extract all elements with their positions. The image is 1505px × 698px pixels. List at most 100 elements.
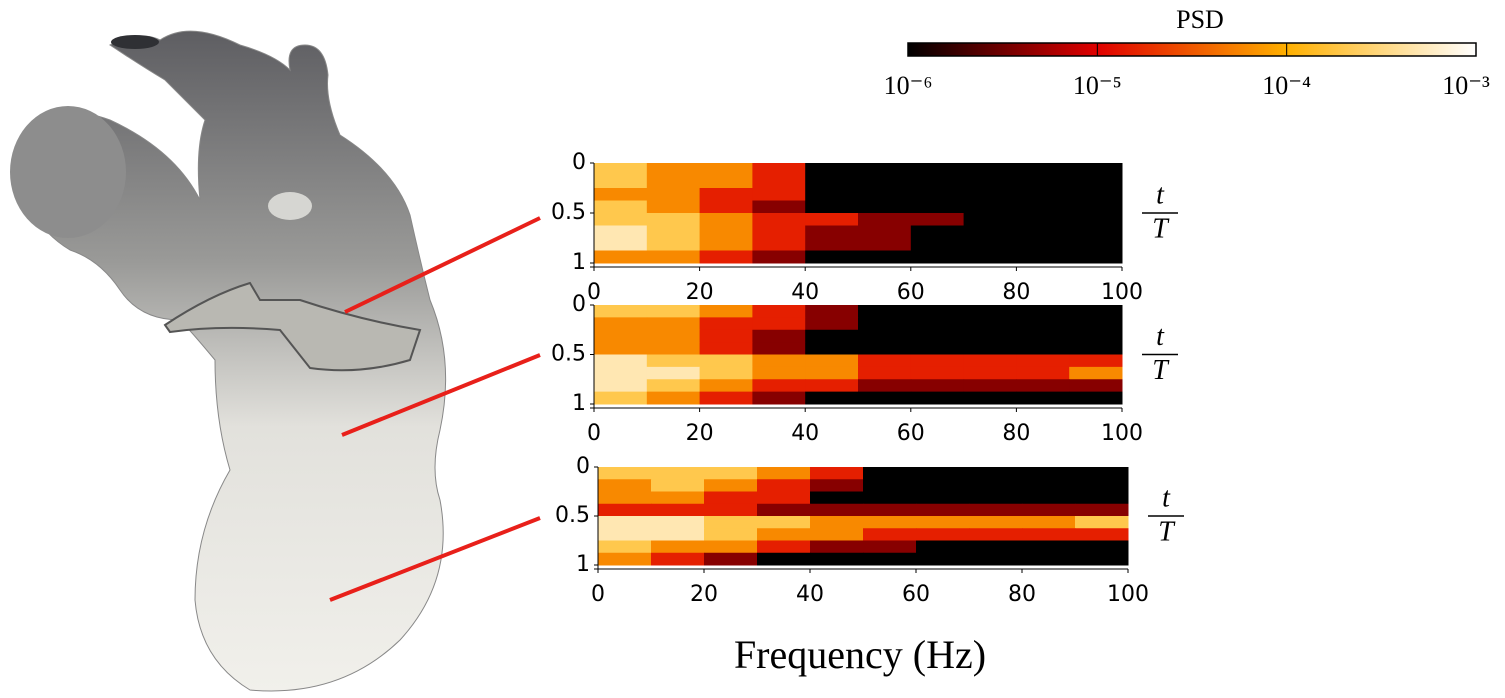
heatmap-cell [963, 366, 1017, 380]
heatmap-cell [594, 238, 648, 251]
heatmap-cell [916, 540, 970, 554]
heatmap-cell [863, 491, 917, 505]
heatmap-cell [752, 305, 806, 318]
heatmap-cell [646, 188, 701, 201]
heatmap-cell [858, 188, 912, 201]
heatmap-cell [752, 200, 806, 214]
heatmap-cell [858, 225, 912, 239]
pointer-line [344, 216, 541, 314]
x-tick-label: 40 [796, 582, 824, 607]
x-tick-label: 80 [1002, 421, 1030, 446]
heatmap-cell [910, 200, 965, 214]
heatmap-cell [757, 491, 811, 505]
heatmap-cell [651, 552, 705, 566]
heatmap-cell [1069, 200, 1123, 214]
heatmap-cell [858, 366, 912, 380]
y-tick-label: 0.5 [551, 342, 586, 367]
heatmap-cell [910, 379, 965, 393]
heatmap-cell [752, 213, 806, 226]
heatmap-cell [598, 552, 652, 566]
heatmap-cell [646, 200, 701, 214]
heatmap-cell [963, 225, 1017, 239]
heatmap-cell [1069, 213, 1123, 226]
heatmap-cell [699, 200, 753, 214]
heatmap-cell [646, 225, 701, 239]
heatmap-cell [963, 250, 1017, 264]
heatmap-cell [916, 491, 970, 505]
heatmap-cell [699, 342, 753, 355]
heatmap-cell [598, 516, 652, 529]
heatmap-cell [646, 175, 701, 189]
heatmap-cell [651, 467, 705, 480]
heatmap-cell [598, 467, 652, 480]
heatmap-cell [598, 503, 652, 517]
heatmap-cell [646, 163, 701, 176]
heatmap-cell [598, 491, 652, 505]
colorbar [907, 42, 1477, 57]
heatmap-cell [810, 540, 864, 554]
heatmap-cell [963, 200, 1017, 214]
heatmap-cell [805, 366, 859, 380]
heatmap-cell [646, 317, 701, 331]
heatmap-cell [1022, 491, 1076, 505]
heatmap-cell [704, 540, 758, 554]
heatmap-cell [646, 305, 701, 318]
heatmap-cell [1069, 305, 1123, 318]
heatmap-cell [810, 516, 864, 529]
heatmap-cell [858, 250, 912, 264]
heatmap-cell [963, 188, 1017, 201]
heatmap-cell [1016, 317, 1070, 331]
heatmap-cell [1016, 238, 1070, 251]
heatmap-cell [646, 329, 701, 343]
heatmap-cell [1022, 503, 1076, 517]
heatmap-cell [910, 317, 965, 331]
heatmap-cell [910, 238, 965, 251]
heatmap-cell [858, 213, 912, 226]
heatmap-cell [969, 516, 1023, 529]
x-tick-label: 0 [591, 582, 605, 607]
heatmap-cell [1022, 528, 1076, 541]
heatmap-cell [805, 163, 859, 176]
heatmap-cell [646, 342, 701, 355]
heatmap-cell [858, 329, 912, 343]
heatmap-cell [598, 540, 652, 554]
heatmap-cell [963, 238, 1017, 251]
heatmap-cell [863, 503, 917, 517]
heatmap-cell [598, 528, 652, 541]
pointer-line [329, 516, 541, 602]
y-label-numerator: t [1156, 179, 1165, 210]
heatmap-cell [1016, 342, 1070, 355]
heatmap-cell [594, 317, 648, 331]
heatmap-cell [757, 516, 811, 529]
heatmap-cell [594, 342, 648, 355]
heatmap-cell [704, 516, 758, 529]
heatmap-cell [1016, 391, 1070, 405]
heatmap-cell [594, 250, 648, 264]
heatmap-cell [699, 354, 753, 368]
heatmap-cell [752, 250, 806, 264]
heatmap-cell [699, 317, 753, 331]
heatmap-cell [752, 317, 806, 331]
heatmap-cell [910, 250, 965, 264]
heatmap-cell [1016, 379, 1070, 393]
heatmap-cell [646, 379, 701, 393]
heatmap-cell [969, 503, 1023, 517]
heatmap-cell [1069, 225, 1123, 239]
colorbar-tick-label: 10⁻⁴ [1262, 71, 1311, 100]
heatmap-cell [969, 540, 1023, 554]
heatmap-cell [594, 200, 648, 214]
heatmap-cell [594, 391, 648, 405]
heatmap-cell [916, 479, 970, 492]
heatmap-cell [805, 317, 859, 331]
heatmap-cell [1075, 528, 1129, 541]
heart-surface [14, 30, 447, 692]
heatmap-cell [910, 213, 965, 226]
heatmap-cell [969, 552, 1023, 566]
y-label-denominator: T [1158, 516, 1176, 547]
heatmap-cell [1022, 467, 1076, 480]
heatmap-cell [863, 479, 917, 492]
y-tick-label: 0 [576, 454, 590, 479]
heatmap-cell [651, 540, 705, 554]
heatmap-cell [646, 250, 701, 264]
colorbar-title: PSD [1176, 5, 1224, 34]
